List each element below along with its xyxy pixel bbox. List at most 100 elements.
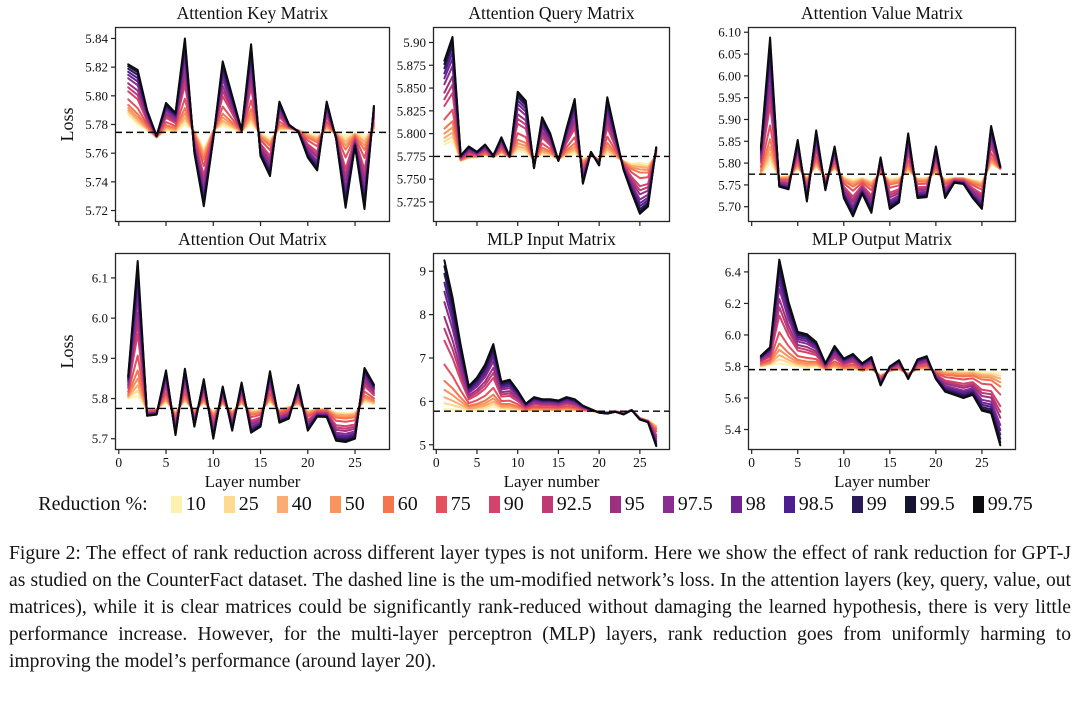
x-tick-label: 0: [433, 455, 440, 470]
y-tick-label: 5.875: [397, 58, 426, 73]
plot-border: [747, 26, 1017, 223]
y-tick-label: 5.750: [397, 172, 426, 187]
x-tick-label: 10: [511, 455, 525, 470]
x-tick-label: 5: [163, 455, 170, 470]
series-line-99.5: [443, 265, 658, 447]
series-line-99.75: [127, 37, 375, 211]
x-axis-label: Layer number: [205, 472, 301, 491]
legend-label: 92.5: [556, 492, 592, 515]
x-tick-label: 10: [207, 455, 221, 470]
figure-caption: Figure 2: The effect of rank reduction a…: [9, 543, 1071, 672]
x-tick-label: 10: [837, 455, 851, 470]
y-tick-label: 5.4: [725, 422, 742, 437]
legend-swatch: [730, 495, 742, 513]
y-tick-label: 5.85: [718, 134, 741, 149]
series-line-97.5: [759, 287, 1002, 426]
legend-swatch: [276, 495, 288, 513]
legend-label: 99.5: [919, 492, 955, 515]
chart-attention-key-matrix: Attention Key Matrix 5.72 5.74 5.76 5.78 5.80…: [57, 3, 391, 226]
legend-item-98.5: 98.5: [783, 492, 834, 516]
legend-label: 10: [185, 492, 206, 515]
series-line-98.5: [759, 55, 1002, 212]
y-tick-label: 5.84: [85, 31, 108, 46]
legend-item-98: 98: [730, 492, 766, 516]
series-line-99.75: [443, 36, 658, 215]
subplot-title: Attention Key Matrix: [177, 3, 329, 23]
y-axis-label: Loss: [57, 334, 77, 368]
legend-label: 98.5: [798, 492, 834, 515]
y-tick-label: 6.00: [718, 68, 741, 83]
legend-item-90: 90: [488, 492, 524, 516]
legend-item-10: 10: [170, 492, 206, 516]
y-tick-label: 5.6: [725, 390, 742, 405]
y-tick-label: 5.75: [718, 177, 741, 192]
x-tick-label: 20: [301, 455, 315, 470]
x-tick-label: 0: [748, 455, 755, 470]
legend-label: 50: [344, 492, 365, 515]
series-line-99.5: [759, 41, 1002, 216]
series-line-98: [443, 290, 658, 443]
y-tick-label: 5.95: [718, 90, 741, 105]
y-tick-label: 5.800: [397, 126, 426, 141]
legend-swatch: [609, 495, 621, 513]
y-tick-label: 6.2: [725, 296, 741, 311]
legend-swatch: [382, 495, 394, 513]
x-tick-label: 25: [975, 455, 989, 470]
y-tick-label: 6.1: [92, 270, 108, 285]
y-tick-label: 6.0: [725, 327, 741, 342]
x-tick-label: 20: [929, 455, 943, 470]
y-axis-label: Loss: [57, 107, 77, 141]
x-axis-label: Layer number: [834, 472, 930, 491]
plot-border: [432, 252, 671, 451]
y-tick-label: 9: [420, 264, 427, 279]
y-tick-label: 5.9: [92, 351, 108, 366]
y-tick-label: 6.05: [718, 47, 741, 62]
legend-swatch: [904, 495, 916, 513]
y-tick-label: 6: [420, 394, 427, 409]
legend-swatch: [223, 495, 235, 513]
y-tick-label: 5.72: [85, 203, 108, 218]
x-tick-label: 25: [348, 455, 362, 470]
y-tick-label: 5.8: [92, 391, 108, 406]
legend-label: 90: [503, 492, 524, 515]
legend-label: 40: [291, 492, 312, 515]
x-tick-label: 25: [633, 455, 647, 470]
x-axis-label: Layer number: [504, 472, 600, 491]
y-tick-label: 5.90: [403, 35, 426, 50]
legend-item-50: 50: [329, 492, 365, 516]
subplot-title: Attention Value Matrix: [801, 3, 963, 23]
plot-border: [432, 26, 671, 223]
legend-swatch: [851, 495, 863, 513]
plot-border: [114, 252, 391, 451]
legend-label: 98: [745, 492, 766, 515]
x-tick-label: 15: [254, 455, 268, 470]
subplot-title: MLP Input Matrix: [487, 229, 616, 249]
series-line-99.75: [127, 260, 375, 443]
legend-item-99: 99: [851, 493, 887, 516]
legend-label: 25: [238, 492, 259, 515]
legend-item-97.5: 97.5: [662, 493, 713, 516]
series-line-99.75: [759, 36, 1002, 218]
y-tick-label: 8: [420, 307, 427, 322]
legend-item-95: 95: [609, 492, 645, 516]
y-tick-label: 5.850: [397, 81, 426, 96]
legend-swatch: [170, 495, 182, 513]
y-tick-label: 5: [420, 437, 427, 452]
y-tick-label: 5.76: [85, 146, 108, 161]
legend-item-92.5: 92.5: [541, 492, 592, 516]
series-line-99: [759, 47, 1002, 214]
legend-item-40: 40: [276, 492, 312, 516]
series-line-99: [443, 272, 658, 446]
legend-label: 75: [450, 492, 471, 515]
legend-swatch: [662, 495, 674, 513]
y-tick-label: 6.0: [92, 311, 108, 326]
y-tick-label: 6.10: [718, 25, 741, 40]
chart-mlp-output-matrix: MLP Output Matrix 5.4 5.6 5.8 6.0 6.2 6.4 0 5 10 1…: [725, 229, 1017, 491]
y-tick-label: 5.74: [85, 174, 108, 189]
x-tick-label: 20: [592, 455, 606, 470]
chart-attention-value-matrix: Attention Value Matrix 5.70 5.75 5.80 5.85 5.…: [718, 3, 1017, 226]
series-line-98: [443, 57, 658, 205]
legend-label: 95: [624, 492, 645, 515]
legend-swatch: [488, 495, 500, 513]
